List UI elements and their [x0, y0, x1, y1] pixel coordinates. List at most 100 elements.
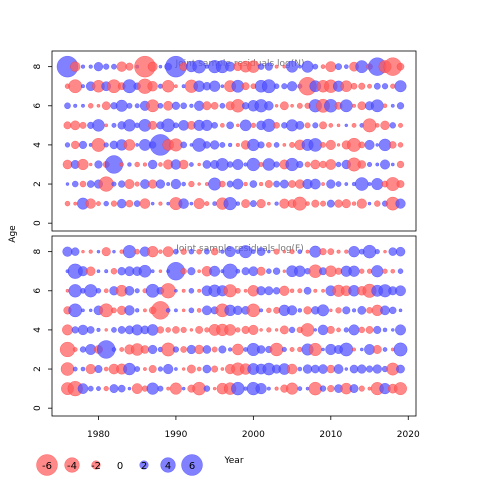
- residual-bubble: [110, 200, 118, 207]
- residual-bubble: [103, 366, 109, 372]
- residual-bubble: [103, 142, 109, 148]
- residual-bubble: [282, 249, 287, 254]
- residual-bubble: [350, 82, 358, 90]
- residual-bubble: [396, 364, 405, 374]
- residual-bubble: [344, 367, 349, 371]
- residual-bubble: [236, 123, 240, 128]
- residual-bubble: [351, 201, 357, 206]
- residual-bubble: [305, 201, 310, 206]
- residual-bubble: [173, 308, 178, 313]
- residual-bubble: [325, 139, 336, 150]
- residual-bubble: [320, 200, 327, 207]
- residual-bubble: [312, 122, 319, 129]
- residual-bubble: [156, 326, 165, 334]
- residual-bubble: [180, 346, 188, 353]
- residual-bubble: [375, 123, 380, 128]
- residual-bubble: [203, 385, 211, 392]
- residual-bubble: [68, 284, 82, 298]
- residual-bubble: [219, 180, 226, 188]
- residual-bubble: [71, 326, 79, 334]
- residual-bubble: [115, 99, 128, 112]
- residual-bubble: [304, 122, 311, 129]
- residual-bubble: [208, 80, 221, 92]
- residual-bubble: [342, 306, 351, 315]
- residual-bubble: [111, 122, 117, 128]
- legend-label: 6: [189, 461, 195, 472]
- residual-bubble: [222, 263, 238, 279]
- residual-bubble: [181, 308, 186, 313]
- residual-bubble: [196, 248, 202, 255]
- residual-bubble: [374, 200, 381, 207]
- residual-bubble: [396, 160, 405, 169]
- residual-bubble: [81, 308, 85, 313]
- residual-bubble: [349, 384, 359, 394]
- residual-bubble: [63, 121, 72, 130]
- residual-bubble: [249, 200, 257, 208]
- residual-bubble: [297, 288, 303, 294]
- residual-bubble: [110, 267, 118, 275]
- residual-bubble: [380, 159, 391, 170]
- residual-bubble: [259, 328, 263, 332]
- residual-bubble: [212, 201, 217, 206]
- residual-bubble: [226, 180, 234, 188]
- residual-bubble: [394, 382, 407, 396]
- residual-bubble: [161, 118, 175, 133]
- residual-bubble: [311, 199, 320, 208]
- y-tick-label: 0: [33, 220, 43, 226]
- residual-bubble: [300, 323, 315, 337]
- residual-bubble: [348, 265, 360, 277]
- legend-item: -4: [64, 457, 80, 473]
- residual-bubble: [73, 103, 78, 108]
- residual-bubble: [202, 345, 212, 354]
- residual-bubble: [358, 326, 366, 334]
- residual-bubble: [297, 308, 303, 313]
- residual-bubble: [181, 181, 186, 187]
- residual-bubble: [189, 103, 194, 108]
- residual-bubble: [371, 265, 384, 278]
- residual-bubble: [274, 386, 279, 391]
- residual-bubble: [382, 347, 388, 352]
- residual-bubble: [158, 64, 163, 69]
- residual-bubble: [374, 249, 380, 255]
- residual-bubble: [297, 386, 303, 391]
- residual-bubble: [336, 249, 341, 254]
- residual-bubble: [59, 341, 76, 358]
- residual-bubble: [180, 268, 187, 275]
- residual-bubble: [139, 198, 151, 209]
- residual-bubble: [243, 288, 248, 293]
- residual-bubble: [111, 181, 117, 187]
- residual-bubble: [289, 141, 296, 148]
- residual-bubble: [117, 384, 126, 393]
- residual-bubble: [274, 201, 279, 206]
- residual-bubble: [273, 248, 280, 255]
- residual-bubble: [262, 158, 276, 171]
- residual-bubble: [286, 60, 299, 73]
- residual-bubble: [247, 138, 260, 152]
- residual-bubble: [166, 201, 171, 206]
- residual-bubble: [70, 120, 81, 131]
- residual-bubble: [266, 327, 272, 333]
- residual-bubble: [70, 61, 81, 72]
- residual-bubble: [180, 102, 187, 110]
- residual-bubble: [246, 157, 261, 172]
- residual-bubble: [131, 383, 143, 395]
- residual-bubble: [367, 182, 372, 187]
- residual-bubble: [390, 268, 396, 274]
- residual-bubble: [341, 199, 351, 209]
- residual-bubble: [111, 327, 117, 333]
- residual-bubble: [339, 99, 353, 113]
- y-tick-label: 8: [33, 64, 43, 70]
- legend-bubble: [91, 460, 101, 470]
- residual-bubble: [64, 200, 71, 207]
- residual-bubble: [282, 269, 287, 274]
- residual-bubble: [94, 365, 103, 374]
- residual-bubble: [319, 385, 327, 392]
- residual-bubble: [257, 141, 265, 149]
- bubbles: [59, 244, 408, 397]
- residual-bubble: [317, 324, 329, 336]
- legend-item: -2: [91, 460, 101, 472]
- residual-bubble: [348, 245, 360, 258]
- residual-bubble: [73, 201, 78, 206]
- residual-bubble: [264, 180, 273, 189]
